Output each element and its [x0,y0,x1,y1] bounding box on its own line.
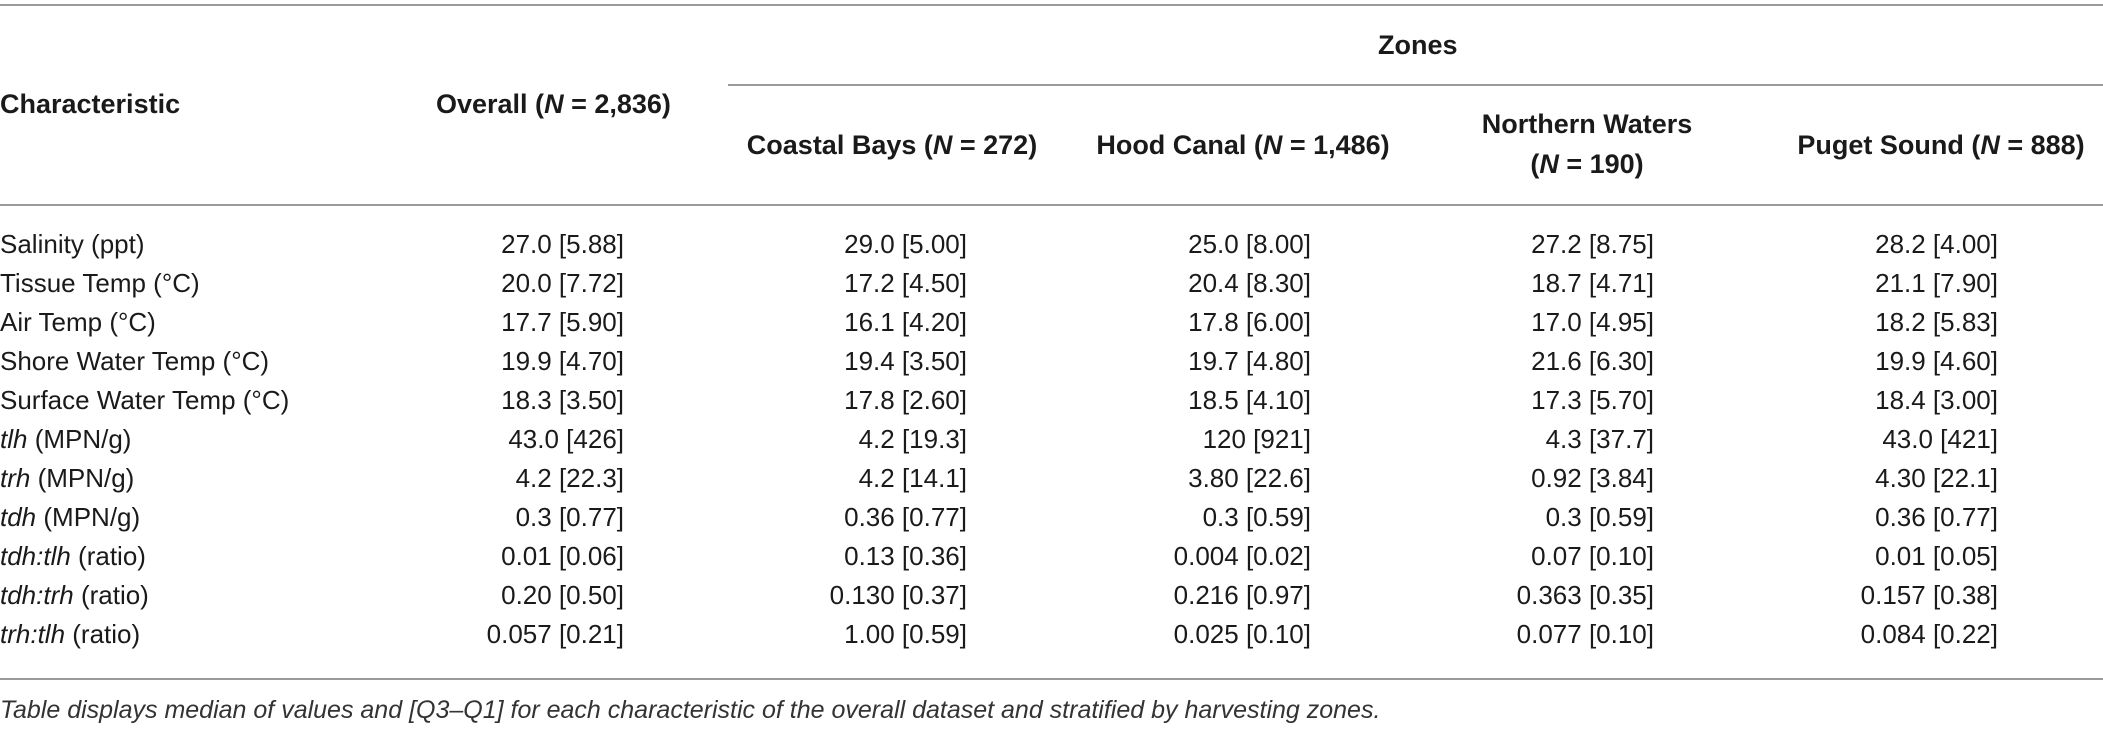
header-overall: Overall (N = 2,836) [436,89,671,119]
table-row: Salinity (ppt) 27.0 [5.88] 29.0 [5.00] 2… [0,225,2103,264]
table-row: Surface Water Temp (°C) 18.3 [3.50] 17.8… [0,381,2103,420]
cell-puget-sound: 43.0 [421] [1882,424,1998,454]
cell-overall: 18.3 [3.50] [501,385,624,415]
table-row: Shore Water Temp (°C) 19.9 [4.70] 19.4 [… [0,342,2103,381]
table-row: tdh:trh (ratio) 0.20 [0.50] 0.130 [0.37]… [0,576,2103,615]
header-hood-canal: Hood Canal (N = 1,486) [1096,130,1390,160]
cell-coastal-bays: 0.13 [0.36] [844,541,967,571]
cell-puget-sound: 0.157 [0.38] [1860,580,1998,610]
cell-overall: 43.0 [426] [508,424,624,454]
cell-hood-canal: 0.025 [0.10] [1173,619,1311,649]
cell-puget-sound: 19.9 [4.60] [1875,346,1998,376]
cell-hood-canal: 18.5 [4.10] [1188,385,1311,415]
cell-overall: 20.0 [7.72] [501,268,624,298]
table-footnote: Table displays median of values and [Q3–… [0,696,1381,724]
header-puget-sound: Puget Sound (N = 888) [1797,130,2085,160]
cell-overall: 27.0 [5.88] [501,229,624,259]
cell-northern-waters: 0.363 [0.35] [1516,580,1654,610]
cell-puget-sound: 0.36 [0.77] [1875,502,1998,532]
cell-northern-waters: 21.6 [6.30] [1531,346,1654,376]
header-zones: Zones [1378,30,1458,60]
row-label: Surface Water Temp (°C) [0,385,290,415]
cell-hood-canal: 0.3 [0.59] [1202,502,1311,532]
table-bottom-rule [0,678,2103,680]
row-label: tdh (MPN/g) [0,502,141,532]
cell-puget-sound: 18.2 [5.83] [1875,307,1998,337]
header-northern-waters: Northern Waters (N = 190) [1481,109,1693,179]
cell-overall: 0.20 [0.50] [501,580,624,610]
cell-coastal-bays: 17.2 [4.50] [844,268,967,298]
cell-overall: 0.01 [0.06] [501,541,624,571]
cell-puget-sound: 18.4 [3.00] [1875,385,1998,415]
table-row: Tissue Temp (°C) 20.0 [7.72] 17.2 [4.50]… [0,264,2103,303]
cell-overall: 0.3 [0.77] [515,502,624,532]
cell-coastal-bays: 16.1 [4.20] [844,307,967,337]
header-coastal-bays: Coastal Bays (N = 272) [746,130,1038,160]
cell-coastal-bays: 17.8 [2.60] [844,385,967,415]
cell-northern-waters: 0.92 [3.84] [1531,463,1654,493]
cell-northern-waters: 17.0 [4.95] [1531,307,1654,337]
cell-northern-waters: 0.07 [0.10] [1531,541,1654,571]
cell-northern-waters: 4.3 [37.7] [1545,424,1654,454]
table-row: trh (MPN/g) 4.2 [22.3] 4.2 [14.1] 3.80 [… [0,459,2103,498]
cell-northern-waters: 17.3 [5.70] [1531,385,1654,415]
table-row: tdh:tlh (ratio) 0.01 [0.06] 0.13 [0.36] … [0,537,2103,576]
cell-coastal-bays: 4.2 [14.1] [858,463,967,493]
row-label: Salinity (ppt) [0,229,145,259]
cell-hood-canal: 20.4 [8.30] [1188,268,1311,298]
cell-hood-canal: 120 [921] [1202,424,1311,454]
cell-coastal-bays: 1.00 [0.59] [844,619,967,649]
table-row: tlh (MPN/g) 43.0 [426] 4.2 [19.3] 120 [9… [0,420,2103,459]
row-label: tdh:tlh (ratio) [0,541,146,571]
cell-coastal-bays: 4.2 [19.3] [858,424,967,454]
table-top-rule [0,4,2103,6]
cell-coastal-bays: 0.130 [0.37] [829,580,967,610]
cell-northern-waters: 27.2 [8.75] [1531,229,1654,259]
cell-overall: 4.2 [22.3] [515,463,624,493]
header-characteristic: Characteristic [0,89,181,119]
cell-puget-sound: 28.2 [4.00] [1875,229,1998,259]
row-label: trh:tlh (ratio) [0,619,141,649]
cell-hood-canal: 0.216 [0.97] [1173,580,1311,610]
cell-overall: 0.057 [0.21] [486,619,624,649]
cell-northern-waters: 0.3 [0.59] [1545,502,1654,532]
table-row: Air Temp (°C) 17.7 [5.90] 16.1 [4.20] 17… [0,303,2103,342]
cell-coastal-bays: 0.36 [0.77] [844,502,967,532]
zones-rule [728,84,2103,86]
cell-puget-sound: 21.1 [7.90] [1875,268,1998,298]
row-label: Tissue Temp (°C) [0,268,200,298]
header-bottom-rule [0,204,2103,206]
cell-overall: 17.7 [5.90] [501,307,624,337]
cell-hood-canal: 0.004 [0.02] [1173,541,1311,571]
cell-northern-waters: 18.7 [4.71] [1531,268,1654,298]
cell-puget-sound: 0.084 [0.22] [1860,619,1998,649]
cell-coastal-bays: 29.0 [5.00] [844,229,967,259]
cell-hood-canal: 19.7 [4.80] [1188,346,1311,376]
row-label: trh (MPN/g) [0,463,135,493]
cell-hood-canal: 25.0 [8.00] [1188,229,1311,259]
cell-hood-canal: 3.80 [22.6] [1188,463,1311,493]
cell-northern-waters: 0.077 [0.10] [1516,619,1654,649]
row-label: Air Temp (°C) [0,307,156,337]
cell-overall: 19.9 [4.70] [501,346,624,376]
row-label: tdh:trh (ratio) [0,580,149,610]
table-row: trh:tlh (ratio) 0.057 [0.21] 1.00 [0.59]… [0,615,2103,654]
cell-hood-canal: 17.8 [6.00] [1188,307,1311,337]
cell-puget-sound: 0.01 [0.05] [1875,541,1998,571]
row-label: tlh (MPN/g) [0,424,132,454]
row-label: Shore Water Temp (°C) [0,346,270,376]
table-row: tdh (MPN/g) 0.3 [0.77] 0.36 [0.77] 0.3 [… [0,498,2103,537]
cell-puget-sound: 4.30 [22.1] [1875,463,1998,493]
cell-coastal-bays: 19.4 [3.50] [844,346,967,376]
